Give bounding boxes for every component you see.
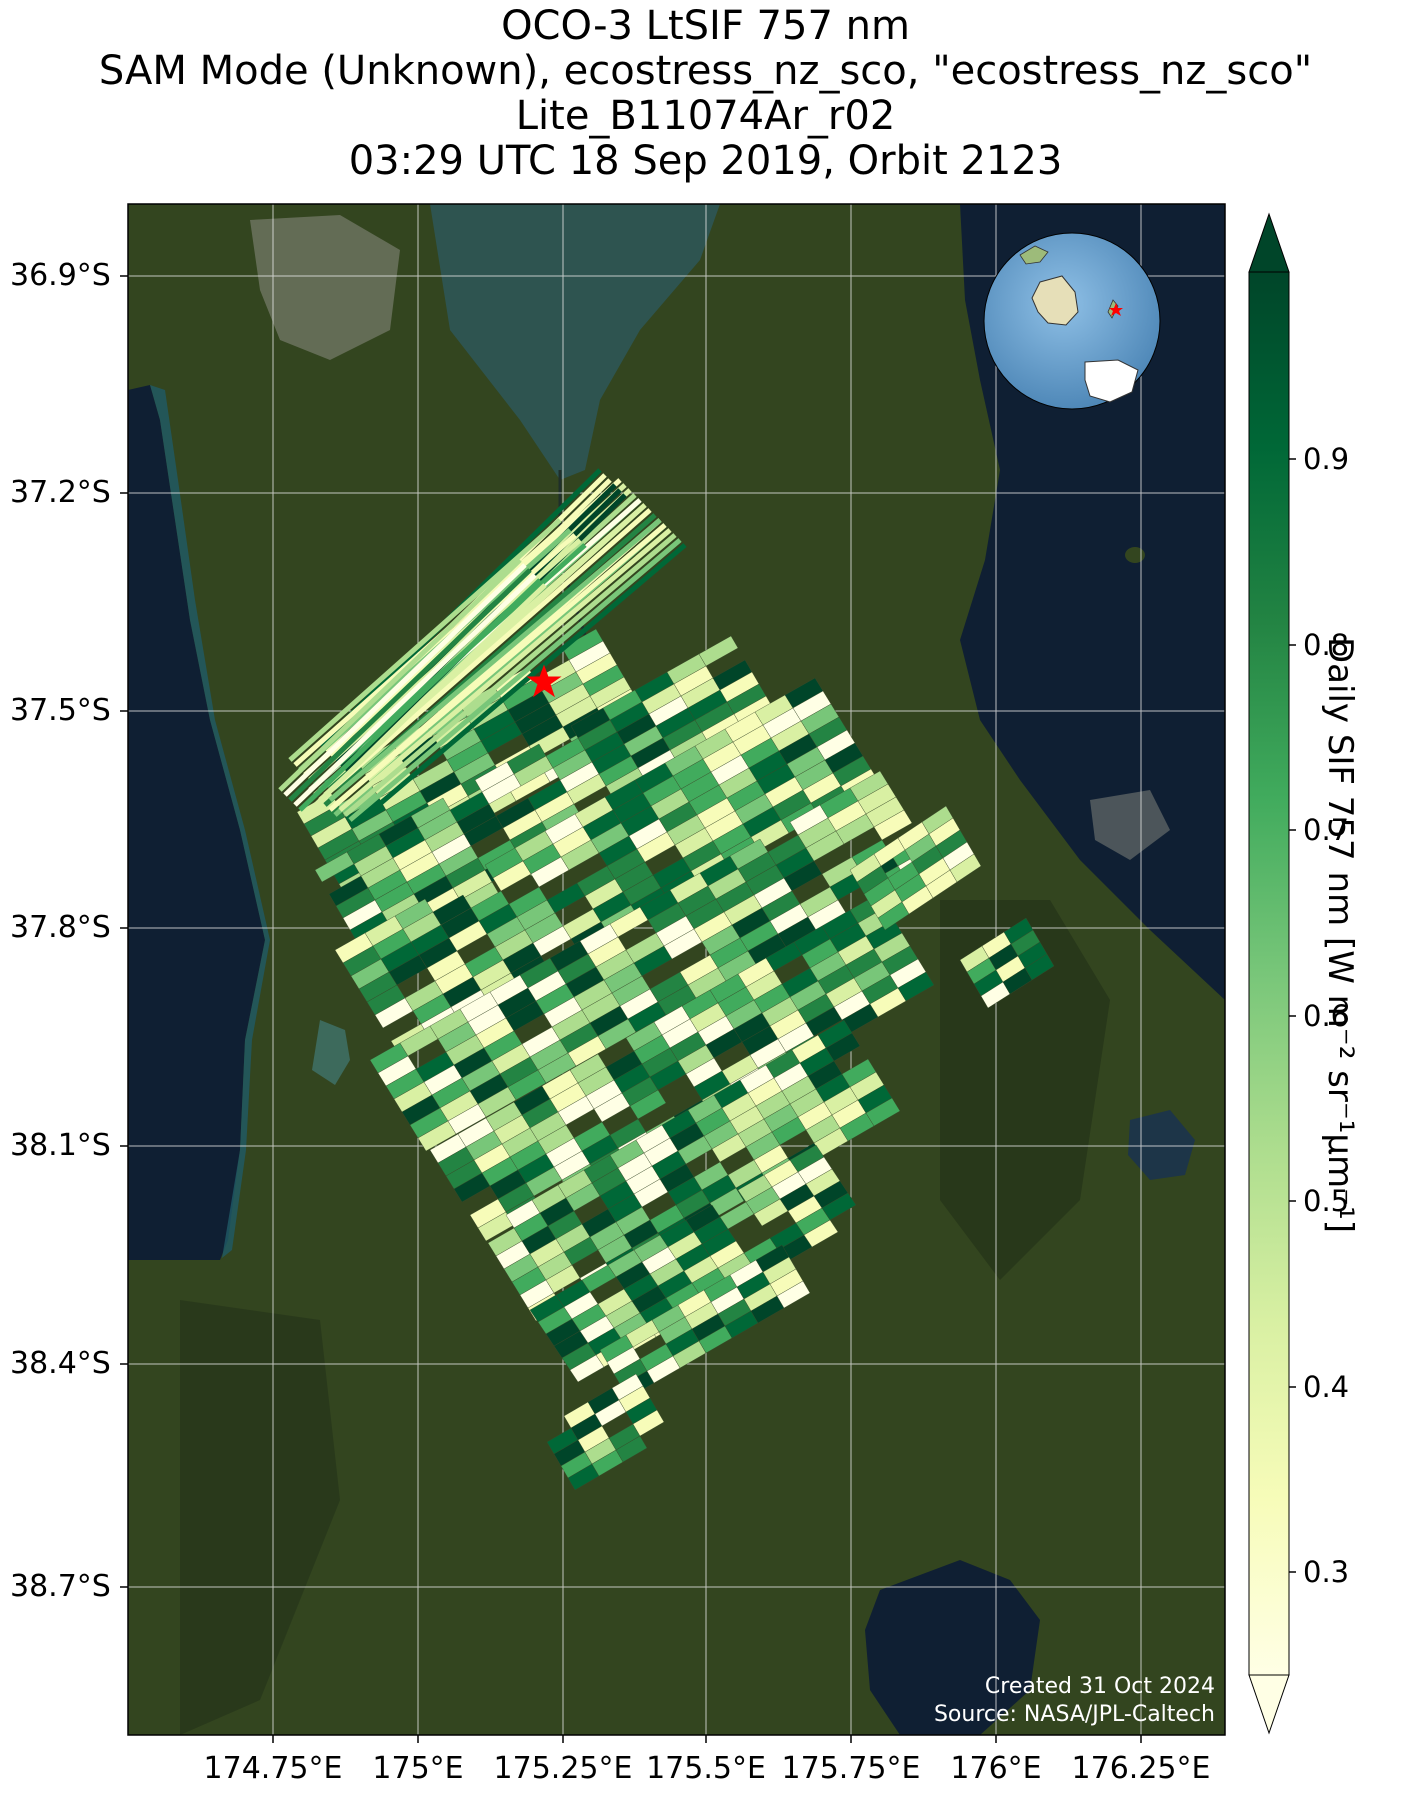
sif-cell xyxy=(821,1192,857,1221)
colorbar-extend-bottom xyxy=(1248,1674,1290,1735)
auckland-urban xyxy=(250,215,400,360)
title-line-4: 03:29 UTC 18 Sep 2019, Orbit 2123 xyxy=(348,138,1063,184)
lon-label-176: 176°E xyxy=(950,1751,1042,1786)
sif-cell xyxy=(1024,953,1055,981)
title-line-1: OCO-3 LtSIF 757 nm xyxy=(501,3,910,49)
sif-streak xyxy=(288,568,532,802)
lat-label-38-1: 38.1°S xyxy=(10,1128,111,1163)
sif-cell xyxy=(873,809,913,841)
colorbar-label: Daily SIF 757 nm [W m⁻² sr⁻¹µm⁻¹] xyxy=(1320,636,1360,1234)
motiti-island xyxy=(1125,547,1145,563)
lat-label-37-2: 37.2°S xyxy=(10,475,111,510)
sif-streak xyxy=(278,558,522,792)
lon-label-175: 175°E xyxy=(372,1751,464,1786)
lat-label-37-8: 37.8°S xyxy=(10,910,111,945)
lat-label-37-5: 37.5°S xyxy=(10,693,111,728)
lat-label-36-9: 36.9°S xyxy=(10,258,111,293)
sif-streak xyxy=(283,563,527,797)
title-line-3: Lite_B11074Ar_r02 xyxy=(515,93,896,139)
sif-streak xyxy=(348,538,682,822)
sif-cell xyxy=(865,1097,901,1127)
colorbar-extend-top xyxy=(1248,212,1290,273)
lake-rotorua xyxy=(1128,1110,1195,1180)
lon-label-175-25: 175.25°E xyxy=(493,1751,633,1786)
sif-cell xyxy=(698,635,739,667)
sif-cell xyxy=(897,971,935,1002)
sif-cell xyxy=(629,1089,667,1120)
sif-streak xyxy=(303,583,547,817)
colorbar xyxy=(1248,212,1296,1735)
axis-ticks xyxy=(120,275,1142,1743)
globe-australia xyxy=(1031,275,1079,326)
map-frame xyxy=(127,203,1226,1736)
sif-cell xyxy=(803,1219,839,1248)
lon-label-175-75: 175.75°E xyxy=(781,1751,921,1786)
sif-cell xyxy=(949,853,982,883)
globe-star-marker xyxy=(1109,303,1123,316)
sif-swaths xyxy=(278,468,1055,1491)
lon-label-174-75: 174.75°E xyxy=(203,1751,343,1786)
credit-source: Source: NASA/JPL-Caltech xyxy=(933,1702,1215,1727)
sif-streak xyxy=(293,573,537,807)
title-line-2: SAM Mode (Unknown), ecostress_nz_sco, "e… xyxy=(98,48,1313,94)
colorbar-tick-0-3: 0.3 xyxy=(1303,1555,1350,1589)
firth-of-thames xyxy=(430,204,720,480)
lon-label-176-25: 176.25°E xyxy=(1071,1751,1211,1786)
colorbar-tick-0-5: 0.5 xyxy=(1303,1184,1350,1218)
bay-of-plenty xyxy=(960,204,1225,1000)
sif-streak xyxy=(328,518,662,802)
basemap xyxy=(128,204,1225,1735)
tauranga-urban xyxy=(1090,790,1170,860)
colorbar-gradient xyxy=(1248,271,1290,1676)
sif-streak xyxy=(298,578,542,812)
sif-streak xyxy=(353,543,687,827)
sif-cell xyxy=(632,1409,665,1437)
sif-cell xyxy=(615,1435,648,1463)
sif-streak xyxy=(343,533,677,817)
globe-asia xyxy=(1019,245,1049,265)
colorbar-tick-0-8: 0.8 xyxy=(1303,628,1350,662)
target-star-marker xyxy=(526,664,562,698)
kawhia-harbour xyxy=(312,1020,350,1085)
colorbar-tick-0-9: 0.9 xyxy=(1303,442,1350,476)
lat-label-38-7: 38.7°S xyxy=(10,1569,111,1604)
dense-forest-south xyxy=(180,1300,340,1735)
sif-streak xyxy=(338,528,672,812)
lat-label-38-4: 38.4°S xyxy=(10,1346,111,1381)
tasman-sea xyxy=(128,385,265,1260)
credit-created: Created 31 Oct 2024 xyxy=(984,1674,1215,1699)
lon-label-175-5: 175.5°E xyxy=(646,1751,766,1786)
globe-antarctica xyxy=(1084,359,1139,403)
inset-globe xyxy=(983,232,1161,410)
sif-cell xyxy=(825,1032,861,1062)
sif-cell xyxy=(776,1280,811,1309)
colorbar-tick-0-6: 0.6 xyxy=(1303,999,1350,1033)
colorbar-tick-0-7: 0.7 xyxy=(1303,813,1350,847)
sif-streak xyxy=(333,523,667,807)
colorbar-tick-0-4: 0.4 xyxy=(1303,1370,1350,1404)
sif-streak xyxy=(318,508,652,802)
sif-streak xyxy=(288,518,562,762)
